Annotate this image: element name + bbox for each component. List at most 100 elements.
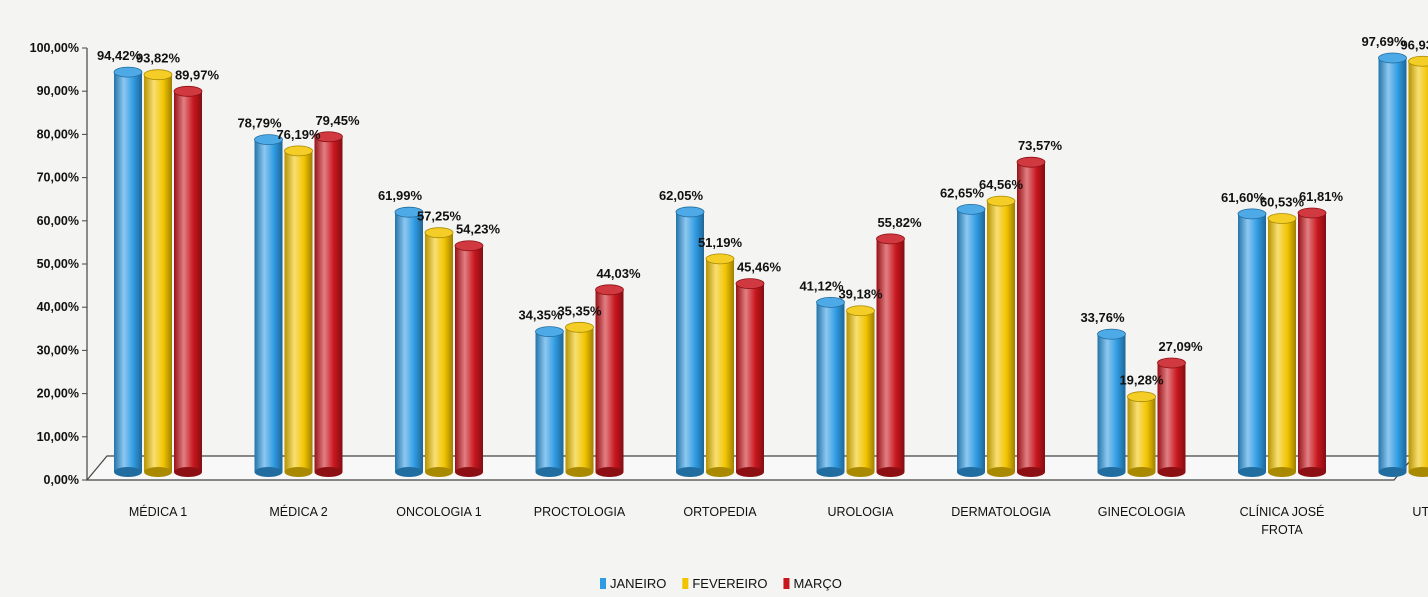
data-label: 41,12% (799, 278, 844, 293)
data-label: 54,23% (456, 222, 501, 237)
bar-top (314, 131, 343, 143)
bar-base (1378, 467, 1407, 477)
data-label: 34,35% (518, 308, 563, 323)
bar-top (1267, 213, 1297, 224)
bar-body (736, 283, 764, 472)
y-tick-label: 100,00% (30, 41, 79, 55)
data-label: 97,69% (1361, 34, 1406, 49)
bar (1297, 207, 1327, 477)
bar (595, 284, 624, 477)
bar-base (1097, 467, 1126, 477)
bar-body (816, 302, 845, 472)
category-label: CLÍNICA JOSÉ FROTA (1240, 504, 1325, 537)
legend-item: MARÇO (783, 576, 842, 591)
y-tick-label: 80,00% (37, 127, 79, 141)
bar-base (1017, 467, 1045, 477)
bar (1097, 328, 1126, 477)
data-label: 19,28% (1119, 373, 1164, 388)
bar (1408, 55, 1428, 477)
data-label: 94,42% (97, 48, 142, 63)
bar (454, 240, 484, 477)
bar (173, 85, 203, 477)
bar (1378, 52, 1407, 477)
bar-base (144, 467, 172, 477)
bar-body (1268, 218, 1296, 472)
bars (113, 52, 1428, 477)
data-label: 89,97% (175, 67, 220, 82)
bar (675, 206, 705, 477)
bar-body (395, 212, 423, 473)
bar-body (987, 201, 1015, 472)
bar (143, 69, 173, 477)
bar-body (174, 91, 202, 473)
bar (535, 326, 564, 477)
bar-top (735, 278, 765, 290)
bar-top (595, 284, 624, 296)
data-label: 61,60% (1221, 190, 1266, 205)
category-label: ONCOLOGIA 1 (396, 505, 481, 519)
y-tick-label: 60,00% (37, 214, 79, 228)
bar-body (1157, 362, 1186, 472)
y-axis-ticks: 0,00% 10,00% 20,00% 30,00% 40,00% 50,00% 60,00… (30, 41, 87, 487)
bar-top (454, 240, 484, 252)
legend-item: FEVEREIRO (682, 576, 767, 591)
bar (846, 305, 875, 477)
bar-body (1298, 212, 1326, 472)
bar-top (816, 296, 845, 308)
bar-body (565, 327, 594, 472)
bar (113, 66, 143, 477)
bar-base (1298, 467, 1326, 477)
bar-body (254, 139, 283, 472)
category-label: MÉDICA 1 (129, 504, 187, 519)
legend-swatch (600, 578, 606, 589)
bar-base (314, 467, 343, 477)
bar-base (987, 467, 1015, 477)
legend-swatch (783, 578, 790, 589)
bar-top (1408, 55, 1428, 67)
category-label: MÉDICA 2 (269, 504, 327, 519)
y-tick-label: 20,00% (37, 387, 79, 401)
data-label: 27,09% (1158, 339, 1203, 354)
y-tick-label: 0,00% (44, 473, 79, 487)
bar-body (535, 331, 564, 472)
bar-top (254, 134, 283, 146)
bar-base (455, 467, 483, 477)
bar (314, 131, 343, 477)
bar-base (1127, 467, 1156, 477)
bar-body (676, 211, 704, 472)
bar-base (114, 467, 142, 477)
y-tick-label: 50,00% (37, 257, 79, 271)
bar-body (876, 238, 905, 472)
data-label: 55,82% (877, 215, 922, 230)
bar (254, 134, 283, 477)
legend-label: JANEIRO (610, 576, 666, 591)
bar-top (846, 305, 875, 317)
bar-base (254, 467, 283, 477)
bar-top (394, 206, 424, 218)
data-label: 93,82% (136, 51, 181, 66)
bar (424, 227, 454, 477)
y-tick-label: 70,00% (37, 171, 79, 185)
bar-base (565, 467, 594, 477)
bar-base (1408, 467, 1428, 477)
bar-top (1237, 208, 1267, 220)
bar (1016, 156, 1046, 477)
bar-body (1097, 334, 1126, 472)
bar-body (1378, 57, 1407, 473)
category-label: PROCTOLOGIA (534, 505, 626, 519)
data-label: 61,99% (378, 188, 423, 203)
bar (565, 321, 594, 477)
bar (1267, 213, 1297, 477)
bar-base (816, 467, 845, 477)
data-label: 76,19% (276, 127, 321, 142)
bar-base (736, 467, 764, 477)
bar-top (1016, 156, 1046, 168)
bar-body (144, 74, 172, 472)
bar (876, 233, 905, 477)
bar-base (284, 467, 313, 477)
bar (956, 203, 986, 477)
data-label: 64,56% (979, 177, 1024, 192)
bar-top (876, 233, 905, 245)
bar-body (425, 232, 453, 472)
